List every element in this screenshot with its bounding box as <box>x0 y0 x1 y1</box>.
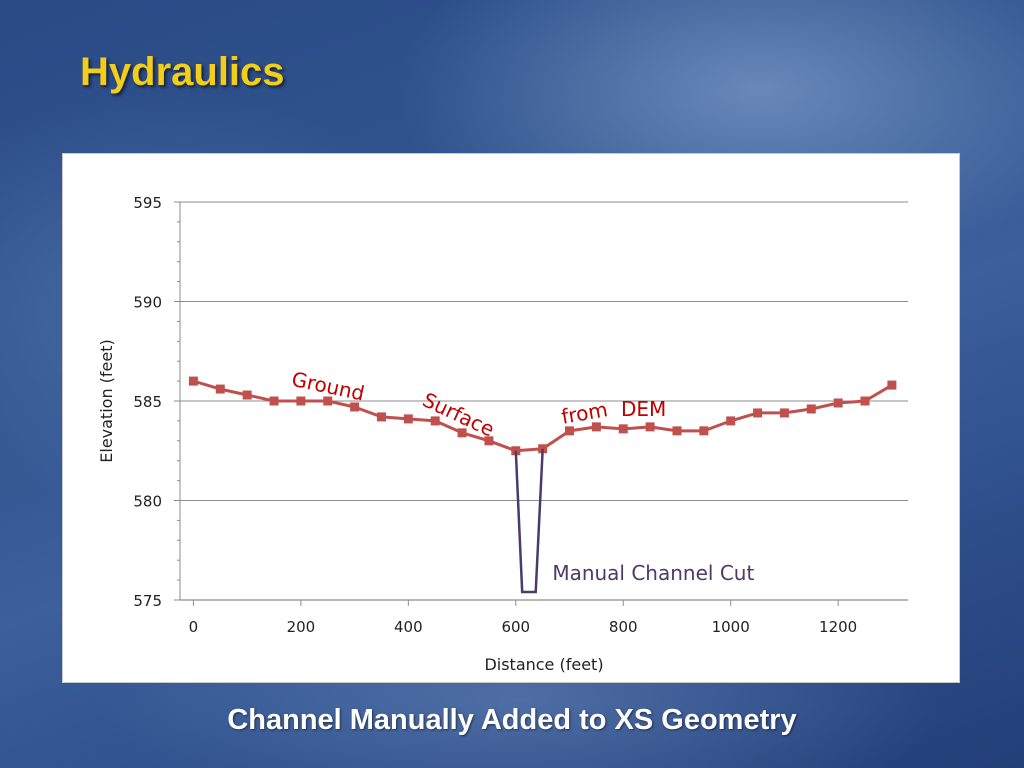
ground-point <box>430 416 440 426</box>
ground-point <box>699 426 709 436</box>
ground-point <box>350 402 360 412</box>
chart-annotation: DEM <box>621 397 666 421</box>
x-tick-label: 400 <box>394 618 423 636</box>
y-tick-label: 575 <box>133 592 162 610</box>
ground-point <box>269 396 279 406</box>
ground-point <box>484 436 494 446</box>
y-tick-label: 590 <box>133 294 162 312</box>
chart-annotation: Manual Channel Cut <box>552 561 754 585</box>
ground-point <box>753 408 763 418</box>
ground-point <box>618 424 628 434</box>
ground-point <box>591 422 601 432</box>
ground-point <box>538 444 548 454</box>
ground-point <box>565 426 575 436</box>
ground-point <box>376 412 386 422</box>
ground-point <box>806 404 816 414</box>
ground-point <box>860 396 870 406</box>
ground-point <box>726 416 736 426</box>
ground-point <box>672 426 682 436</box>
ground-point <box>457 428 467 438</box>
y-tick-label: 585 <box>133 393 162 411</box>
channel-cut-line <box>514 448 544 594</box>
ground-point <box>215 384 225 394</box>
elevation-chart: 575 580 585 590 595 0 200 400 600 800 1000 1200 Dist… <box>97 194 908 674</box>
ground-point <box>887 380 897 390</box>
x-axis-title: Distance (feet) <box>484 655 603 674</box>
ground-point <box>323 396 333 406</box>
ground-point <box>645 422 655 432</box>
x-tick-label: 800 <box>609 618 638 636</box>
x-tick-label: 200 <box>287 618 316 636</box>
ground-point <box>242 390 252 400</box>
y-tick-label: 580 <box>133 493 162 511</box>
ground-point <box>296 396 306 406</box>
chart-annotation: from <box>559 397 609 429</box>
ground-point <box>403 414 413 424</box>
ground-point <box>511 446 521 456</box>
chart-panel: 575 580 585 590 595 0 200 400 600 800 1000 1200 Dist… <box>62 153 960 683</box>
x-tick-label: 600 <box>501 618 530 636</box>
x-tick-label: 0 <box>189 618 199 636</box>
slide-title: Hydraulics <box>80 50 285 94</box>
y-tick-label: 595 <box>133 194 162 212</box>
x-tick-label: 1000 <box>712 618 750 636</box>
ground-point <box>188 376 198 386</box>
ground-point <box>779 408 789 418</box>
ground-point <box>833 398 843 408</box>
slide-caption: Channel Manually Added to XS Geometry <box>227 704 797 736</box>
x-tick-label: 1200 <box>819 618 857 636</box>
y-axis-title: Elevation (feet) <box>97 339 116 462</box>
